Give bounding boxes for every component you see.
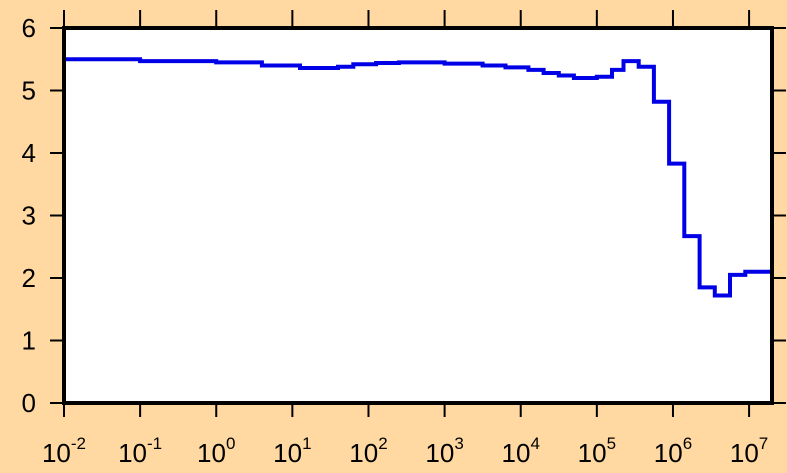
x-tick-label-4: 102 [349,434,387,468]
x-tick-labels: 10-2 10-1 100 101 102 103 104 105 106 107 [42,434,768,468]
x-tick-label-0: 10-2 [42,434,86,468]
x-tick-label-5: 103 [425,434,463,468]
y-tick-label-3: 3 [22,201,36,231]
x-tick-label-9: 107 [730,434,768,468]
x-tick-label-6: 104 [502,434,540,468]
x-tick-label-8: 106 [654,434,692,468]
y-tick-label-5: 5 [22,76,36,106]
x-tick-label-7: 105 [578,434,616,468]
series-layer [62,57,774,403]
y-tick-label-4: 4 [22,138,36,168]
y-tick-labels: 0 1 2 3 4 5 6 [22,13,36,418]
plot-area [64,28,772,403]
x-tick-label-1: 10-1 [118,434,162,468]
y-tick-label-2: 2 [22,263,36,293]
series-0-line [62,57,774,403]
x-tick-label-3: 101 [273,434,311,468]
y-tick-label-6: 6 [22,13,36,43]
ticks-layer [50,10,786,417]
x-tick-label-2: 100 [197,434,235,468]
y-tick-label-0: 0 [22,388,36,418]
y-tick-label-1: 1 [22,326,36,356]
